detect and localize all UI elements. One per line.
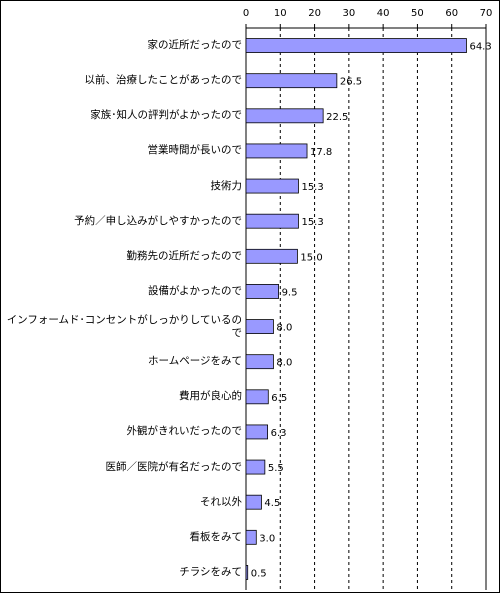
y-tick-label: 費用が良心的 [179, 390, 242, 403]
bar [245, 38, 467, 53]
value-label: 22.5 [326, 112, 348, 123]
category-label-box: インフォームド･コンセントがしっかりしているので [6, 313, 242, 339]
bar [245, 389, 269, 405]
value-label: 5.5 [268, 463, 284, 474]
category-label-box: 医師／医院が有名だったので [105, 460, 243, 473]
category-label-box: チラシをみて [179, 565, 242, 578]
bar [245, 284, 279, 299]
y-tick-label: 家の近所だったので [147, 39, 243, 52]
value-label: 15.3 [301, 217, 323, 228]
y-tick-label: 予約／申し込みがしやすかったので [74, 214, 242, 227]
bar [245, 213, 299, 229]
bar [245, 73, 338, 89]
category-label-box: 費用が良心的 [179, 390, 242, 403]
value-label: 4.5 [264, 498, 280, 509]
value-label: 8.0 [276, 323, 292, 334]
bar [245, 248, 298, 264]
category-label-box: 以前、治療したことがあったので [84, 74, 243, 87]
bar [245, 108, 324, 124]
bar [245, 424, 269, 440]
x-tick-label: 0 [243, 8, 249, 19]
value-label: 8.0 [276, 358, 292, 369]
y-tick-label: 営業時間が長いので [147, 144, 243, 157]
y-tick-label: 設備がよかったので [148, 284, 242, 297]
category-label-box: それ以外 [200, 495, 242, 508]
x-tick-label: 40 [377, 8, 390, 19]
value-label: 17.8 [310, 147, 332, 158]
bar [245, 319, 274, 334]
value-label: 6.5 [271, 393, 287, 404]
bar [245, 143, 308, 159]
y-tick-label: 外観がきれいだったので [126, 425, 243, 438]
value-label: 26.5 [340, 77, 362, 88]
value-label: 3.0 [259, 533, 275, 544]
bar [245, 565, 249, 580]
category-label-box: 家族･知人の評判がよかったので [90, 109, 242, 122]
y-tick-label: インフォームド･コンセントがしっかりしているので [6, 313, 242, 339]
value-label: 64.3 [469, 42, 491, 53]
category-label-box: 技術力 [210, 179, 243, 192]
x-tick-label: 70 [480, 8, 493, 19]
category-label-box: 設備がよかったので [148, 284, 242, 297]
value-label: 15.3 [301, 182, 323, 193]
bar [245, 178, 299, 194]
category-label-box: 営業時間が長いので [147, 144, 243, 157]
category-label-box: ホームページをみて [148, 355, 242, 368]
category-label-box: 外観がきれいだったので [126, 425, 243, 438]
bar [245, 459, 266, 475]
value-label: 0.5 [251, 568, 267, 579]
y-tick-label: ホームページをみて [148, 355, 242, 368]
category-label-box: 家の近所だったので [147, 39, 243, 52]
y-tick-label: それ以外 [200, 495, 242, 508]
category-label-box: 勤務先の近所だったので [126, 249, 243, 262]
value-label: 6.3 [271, 428, 287, 439]
x-tick-label: 60 [445, 8, 458, 19]
y-tick-label: 家族･知人の評判がよかったので [90, 109, 242, 122]
x-tick-label: 30 [342, 8, 355, 19]
y-tick-label: 医師／医院が有名だったので [105, 460, 243, 473]
y-tick-label: 以前、治療したことがあったので [84, 74, 243, 87]
x-tick-label: 20 [308, 8, 321, 19]
x-tick-label: 50 [411, 8, 424, 19]
value-label: 9.5 [282, 287, 298, 298]
bar [245, 494, 262, 510]
value-label: 15.0 [300, 252, 322, 263]
y-tick-label: 看板をみて [189, 530, 243, 543]
y-tick-label: 技術力 [210, 179, 243, 192]
y-tick-label: チラシをみて [179, 565, 242, 578]
category-label-box: 看板をみて [189, 530, 243, 543]
category-label-box: 予約／申し込みがしやすかったので [74, 214, 242, 227]
bar [245, 529, 257, 545]
y-tick-label: 勤務先の近所だったので [126, 249, 243, 262]
bar [245, 354, 274, 370]
x-tick-label: 10 [274, 8, 287, 19]
